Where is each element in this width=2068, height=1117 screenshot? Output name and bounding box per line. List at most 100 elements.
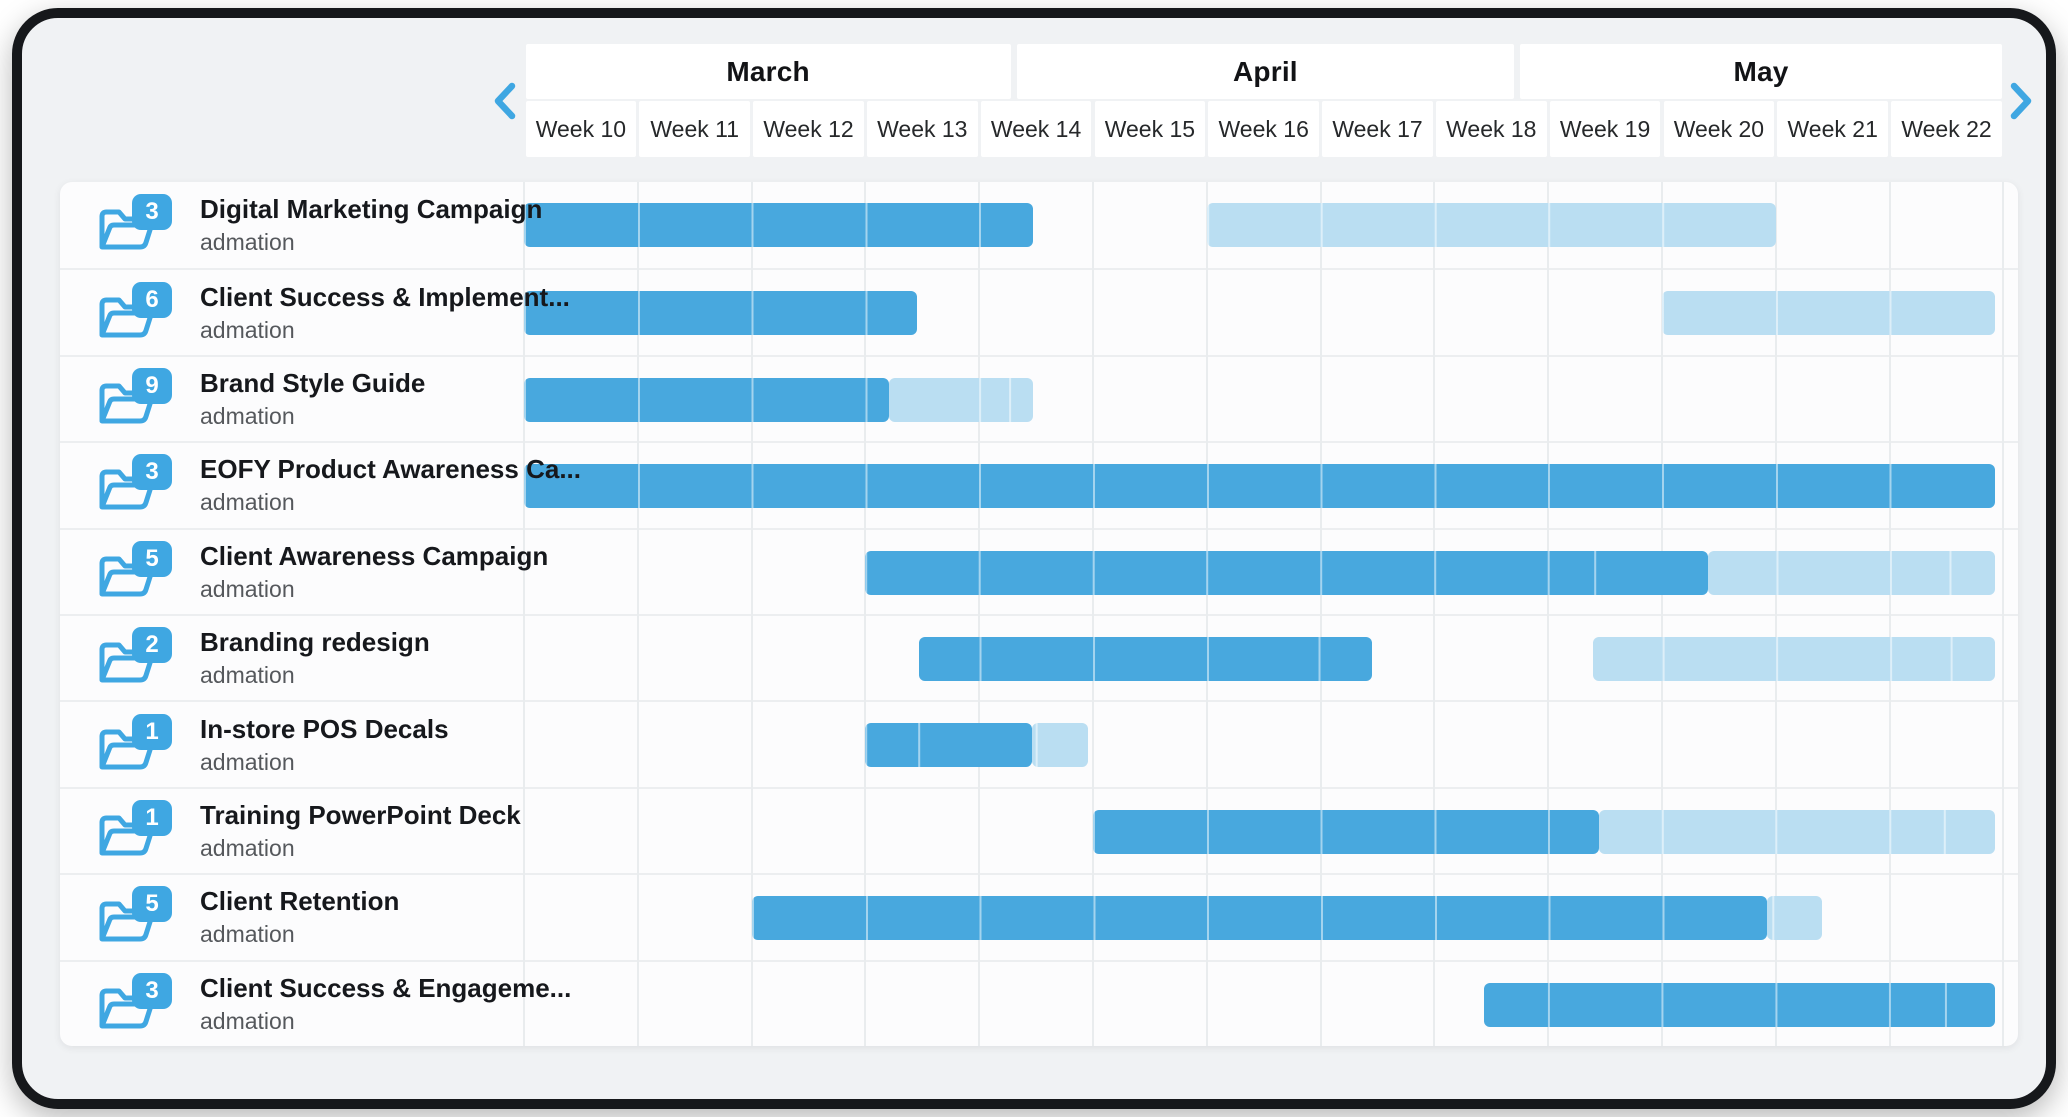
grid-line [1888, 182, 1891, 1046]
grid-line [1319, 182, 1322, 1046]
project-labels: EOFY Product Awareness Ca... admation [200, 454, 581, 516]
project-count-badge: 3 [132, 194, 172, 231]
week-header-17: Week 17 [1322, 101, 1433, 157]
week-header-18: Week 18 [1435, 101, 1547, 157]
project-title: Client Awareness Campaign [200, 540, 549, 571]
month-label: March [726, 55, 810, 87]
project-row[interactable]: 3 EOFY Product Awareness Ca... admation [60, 441, 2018, 527]
gantt-bar-solid[interactable] [865, 550, 1708, 595]
project-labels: Client Success & Engageme... admation [200, 973, 571, 1035]
week-label: Week 22 [1901, 115, 1992, 142]
month-label: May [1733, 55, 1789, 87]
week-header-21: Week 21 [1777, 101, 1889, 157]
week-header-13: Week 13 [866, 101, 978, 157]
gantt-bar-solid[interactable] [524, 203, 1033, 247]
project-row[interactable]: 6 Client Success & Implement... admation [60, 268, 2018, 354]
gantt-bar-solid[interactable] [865, 723, 1032, 768]
gantt-bar-solid[interactable] [524, 464, 1996, 509]
project-folder: 3 [98, 454, 172, 516]
project-row-header: 1 In-store POS Decals admation [60, 702, 524, 786]
gantt-bar-light[interactable] [1766, 896, 1823, 941]
gantt-bar-solid[interactable] [1484, 982, 1996, 1027]
grid-line [523, 182, 525, 1046]
gantt-bar-solid[interactable] [918, 636, 1372, 681]
gantt-bar-solid[interactable] [524, 377, 890, 422]
project-row[interactable]: 1 Training PowerPoint Deck admation [60, 786, 2018, 873]
project-labels: Brand Style Guide admation [200, 368, 425, 430]
project-row[interactable]: 2 Branding redesign admation [60, 613, 2018, 700]
gantt-bar-light[interactable] [1662, 291, 1996, 336]
gantt-bar-solid[interactable] [751, 896, 1767, 941]
prev-period-button[interactable] [490, 82, 520, 120]
project-folder: 3 [98, 972, 172, 1035]
project-title: In-store POS Decals [200, 713, 449, 744]
week-label: Week 17 [1332, 115, 1423, 142]
week-header-14: Week 14 [980, 101, 1092, 157]
project-row[interactable]: 3 Digital Marketing Campaign admation [60, 182, 2018, 268]
grid-line [1547, 182, 1550, 1046]
project-folder: 2 [98, 627, 172, 689]
project-row-header: 2 Branding redesign admation [60, 616, 524, 700]
next-period-button[interactable] [2006, 82, 2036, 120]
project-count-badge: 3 [132, 972, 172, 1009]
project-count-badge: 3 [132, 454, 172, 491]
gantt-bar-solid[interactable] [524, 291, 917, 336]
project-count-badge: 1 [132, 713, 172, 750]
project-folder: 1 [98, 713, 172, 776]
gantt-bar-light[interactable] [1031, 723, 1089, 768]
project-folder: 5 [98, 540, 172, 603]
project-title: Branding redesign [200, 627, 430, 658]
week-label: Week 13 [877, 115, 968, 142]
week-label: Week 11 [650, 115, 740, 142]
project-subtitle: admation [200, 316, 295, 343]
week-header-16: Week 16 [1208, 101, 1320, 157]
gantt-bar-light[interactable] [889, 377, 1033, 422]
project-row-header: 5 Client Awareness Campaign admation [60, 530, 548, 614]
project-subtitle: admation [200, 834, 295, 861]
project-title: Digital Marketing Campaign [200, 194, 543, 225]
chevron-left-icon [494, 82, 516, 120]
grid-line [2002, 182, 2005, 1046]
week-label: Week 21 [1787, 115, 1878, 142]
project-row-header: 9 Brand Style Guide admation [60, 357, 524, 441]
week-label: Week 15 [1104, 115, 1196, 142]
gantt-bar-light[interactable] [1206, 203, 1776, 247]
gantt-bar-light[interactable] [1707, 550, 1996, 595]
project-row[interactable]: 9 Brand Style Guide admation [60, 354, 2018, 441]
project-subtitle: admation [200, 575, 295, 602]
week-label: Week 12 [763, 115, 854, 142]
week-header-19: Week 19 [1549, 101, 1661, 157]
project-row-header: 5 Client Retention admation [60, 875, 524, 959]
project-labels: Client Awareness Campaign admation [200, 541, 548, 603]
project-row[interactable]: 5 Client Awareness Campaign admation [60, 527, 2018, 614]
project-title: Training PowerPoint Deck [200, 799, 521, 830]
project-labels: Client Success & Implement... admation [200, 282, 570, 344]
project-count-badge: 6 [132, 281, 172, 318]
project-row[interactable]: 3 Client Success & Engageme... admation [60, 959, 2018, 1046]
project-row[interactable]: 1 In-store POS Decals admation [60, 700, 2018, 786]
project-row-header: 6 Client Success & Implement... admation [60, 270, 570, 354]
grid-line [1092, 182, 1094, 1046]
project-folder: 1 [98, 799, 172, 862]
project-count-badge: 5 [132, 540, 172, 577]
project-subtitle: admation [200, 402, 295, 429]
project-subtitle: admation [200, 748, 295, 775]
project-row[interactable]: 5 Client Retention admation [60, 873, 2018, 959]
project-count-badge: 1 [132, 799, 172, 836]
week-header-15: Week 15 [1094, 101, 1206, 157]
gantt-bar-light[interactable] [1599, 809, 1996, 854]
gantt-bar-light[interactable] [1592, 636, 1996, 681]
project-subtitle: admation [200, 1007, 295, 1034]
grid-line [978, 182, 981, 1046]
project-subtitle: admation [200, 662, 295, 689]
project-subtitle: admation [200, 921, 295, 948]
project-labels: Branding redesign admation [200, 627, 430, 689]
week-header-22: Week 22 [1891, 101, 2002, 157]
project-rows-panel: 3 Digital Marketing Campaign admation 6 Cli… [60, 182, 2018, 1046]
week-label: Week 14 [990, 115, 1082, 142]
week-label: Week 10 [535, 115, 627, 142]
project-row-header: 3 Digital Marketing Campaign admation [60, 182, 542, 268]
project-folder: 9 [98, 367, 172, 430]
gantt-bar-solid[interactable] [1093, 809, 1600, 854]
